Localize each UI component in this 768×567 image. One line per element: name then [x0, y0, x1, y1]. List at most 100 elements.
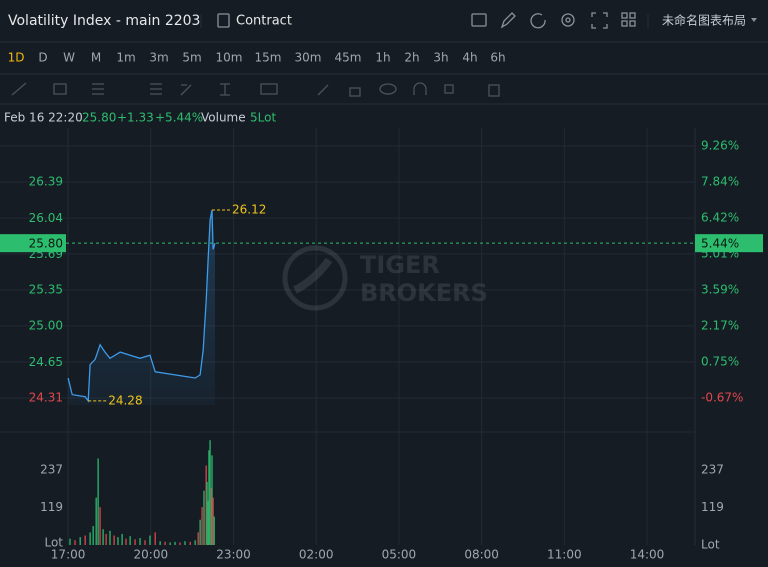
volume-bar: [169, 542, 171, 545]
last-pct-label: 5.44%: [701, 237, 739, 251]
price-line: [67, 209, 216, 403]
y-tick-label: 26.04: [29, 211, 63, 225]
volume-bar: [184, 541, 186, 545]
volume-bar: [84, 535, 86, 545]
volume-bar: [139, 538, 141, 545]
interval-button[interactable]: 6h: [490, 51, 505, 65]
interval-button[interactable]: 3m: [149, 51, 168, 65]
volume-bar: [121, 533, 123, 545]
volume-bar: [134, 539, 136, 545]
watermark-logo: [293, 257, 333, 294]
volume-bar: [144, 540, 146, 545]
legend-volume-unit: 5Lot: [250, 111, 276, 125]
y-tick-label: 24.31: [29, 390, 63, 404]
x-tick-label: 23:00: [216, 548, 251, 562]
y2-tick-label: 6.42%: [701, 211, 739, 225]
interval-bar: 1D D W M 1m 3m 5m 10m 15m 30m 45m 1h 2h 3h 4h 6h: [8, 51, 506, 65]
volume-bar: [212, 497, 214, 545]
volume-bar: [201, 507, 203, 545]
volume-bar: [213, 516, 215, 545]
interval-button[interactable]: 1h: [375, 51, 390, 65]
volume-bar: [129, 536, 131, 545]
y2-tick-label: 2.17%: [701, 318, 739, 332]
volume-bar: [113, 535, 115, 545]
y-tick-label: 25.00: [29, 319, 63, 333]
contract-button[interactable]: Contract: [236, 14, 292, 29]
y2-tick-label: 7.84%: [701, 175, 739, 189]
interval-button[interactable]: D: [38, 51, 47, 65]
volume-bar: [211, 455, 213, 545]
legend-date: Feb 16 22:20: [4, 111, 83, 125]
interval-button[interactable]: 3h: [433, 51, 448, 65]
volume-bar: [210, 488, 212, 545]
volume-bar: [99, 507, 101, 545]
layout-menu[interactable]: 未命名图表布局: [662, 13, 746, 28]
legend-change: +1.33: [117, 111, 154, 125]
interval-button[interactable]: 2h: [404, 51, 419, 65]
volume-bar: [74, 540, 76, 545]
volume-bar: [174, 541, 176, 545]
y-tick-label: 25.35: [29, 282, 63, 296]
volume-bar: [208, 450, 210, 545]
volume-bar: [203, 490, 205, 545]
legend-change-pct: +5.44%: [155, 111, 203, 125]
x-tick-label: 14:00: [630, 548, 665, 562]
interval-button[interactable]: 4h: [462, 51, 477, 65]
x-tick-label: 11:00: [547, 548, 582, 562]
volume-bar: [154, 532, 156, 545]
watermark-text: BROKERS: [360, 279, 488, 307]
instrument-title: Volatility Index - main 2203: [8, 13, 200, 29]
volume-bar: [197, 532, 199, 545]
volume-bar: [206, 481, 208, 545]
interval-button[interactable]: 5m: [182, 51, 201, 65]
x-tick-label: 17:00: [51, 548, 86, 562]
volume-bar: [199, 519, 201, 545]
volume-bar: [97, 458, 99, 545]
volume-bar: [117, 537, 119, 545]
interval-button[interactable]: 30m: [295, 51, 322, 65]
volume-bar: [149, 535, 151, 545]
interval-button[interactable]: 1m: [116, 51, 135, 65]
y2-tick-label: 9.26%: [701, 139, 739, 153]
volume-unit: Lot: [701, 538, 720, 552]
y2-tick-label: -0.67%: [701, 390, 743, 404]
top-icons[interactable]: [471, 12, 636, 29]
interval-button[interactable]: 10m: [216, 51, 243, 65]
volume-tick-label: 237: [701, 463, 724, 477]
volume-bar: [205, 465, 207, 545]
interval-button[interactable]: W: [63, 51, 75, 65]
interval-button[interactable]: 15m: [255, 51, 282, 65]
y-tick-label: 26.39: [29, 174, 63, 188]
legend-last: 25.80: [82, 111, 116, 125]
volume-bar: [179, 542, 181, 545]
volume-tick-label: 237: [40, 463, 63, 477]
x-tick-label: 20:00: [134, 548, 169, 562]
volume-bar: [69, 538, 71, 545]
interval-button[interactable]: M: [91, 51, 101, 65]
drawing-toolbar[interactable]: [11, 82, 500, 97]
volume-bar: [159, 541, 161, 545]
contract-icon[interactable]: [217, 13, 230, 28]
watermark-text: TIGER: [360, 251, 440, 279]
interval-button[interactable]: 45m: [335, 51, 362, 65]
volume-bar: [164, 541, 166, 545]
volume-bar: [105, 533, 107, 545]
volume-bar: [102, 529, 104, 545]
interval-button[interactable]: 1D: [8, 51, 25, 65]
x-tick-label: 08:00: [464, 548, 499, 562]
volume-bar: [95, 497, 97, 545]
watermark-logo: [282, 245, 348, 311]
last-price-badge: [0, 234, 66, 253]
dropdown-arrow[interactable]: [751, 18, 757, 22]
last-price-label: 25.80: [29, 237, 63, 251]
volume-bar: [194, 540, 196, 545]
volume-tick-label: 119: [40, 500, 63, 514]
extreme-label: 24.28: [108, 393, 142, 407]
extreme-label: 26.12: [232, 202, 266, 216]
legend-volume: Volume: [201, 111, 246, 125]
volume-bar: [79, 537, 81, 545]
